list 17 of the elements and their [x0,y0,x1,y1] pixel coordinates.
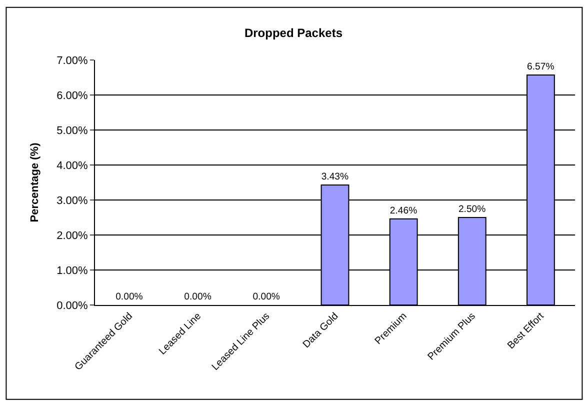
y-tick-label: 3.00% [56,194,88,207]
data-label: 0.00% [252,291,280,302]
y-tick-label: 1.00% [56,264,88,277]
y-tick-label: 7.00% [56,54,88,67]
data-label: 0.00% [184,291,212,302]
data-label: 2.46% [390,205,418,216]
y-tick-label: 2.00% [56,230,88,242]
y-tick-label: 0.00% [56,300,88,312]
y-tick-label: 5.00% [56,124,88,137]
y-axis-title: Percentage (%) [29,142,42,222]
data-label: 0.00% [116,291,144,302]
data-label: 6.57% [527,61,555,72]
chart-title: Dropped Packets [244,26,343,40]
y-tick-label: 6.00% [56,90,88,102]
data-label: 3.43% [321,171,349,182]
y-tick-label: 4.00% [56,160,88,172]
data-label: 2.50% [458,204,486,215]
